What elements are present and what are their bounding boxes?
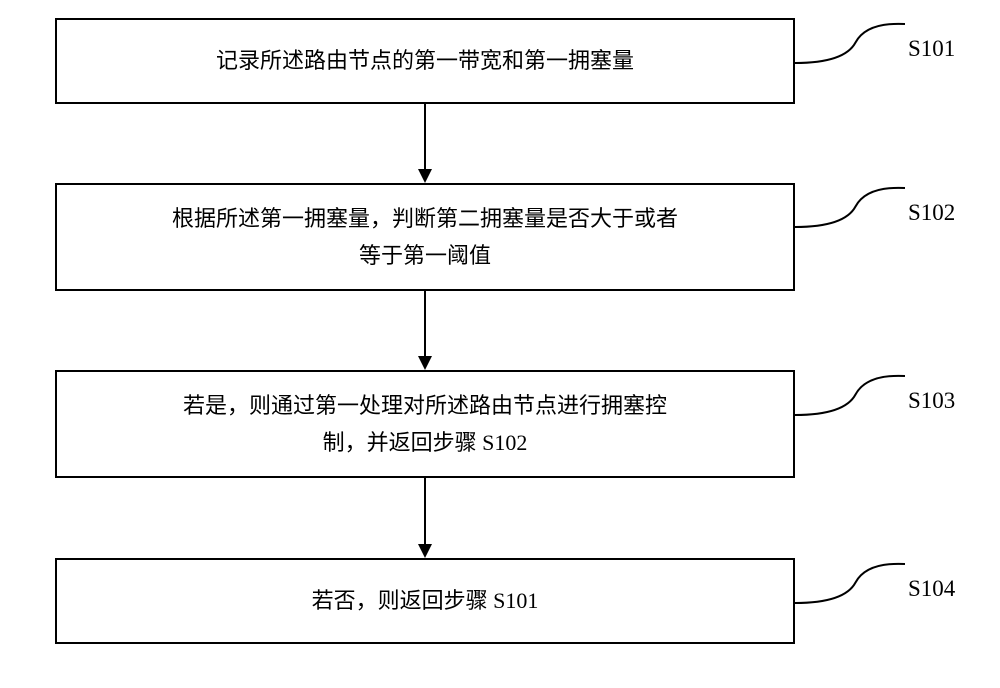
step-label-s101: S101 bbox=[908, 36, 955, 62]
arrow-head-icon bbox=[418, 169, 432, 183]
step-label-s103: S103 bbox=[908, 388, 955, 414]
arrow-line bbox=[424, 291, 426, 358]
flow-box-text: 根据所述第一拥塞量，判断第二拥塞量是否大于或者 等于第一阈值 bbox=[172, 200, 678, 275]
flow-box-s104: 若否，则返回步骤 S101 bbox=[55, 558, 795, 644]
flow-box-s103: 若是，则通过第一处理对所述路由节点进行拥塞控 制，并返回步骤 S102 bbox=[55, 370, 795, 478]
flow-box-s102: 根据所述第一拥塞量，判断第二拥塞量是否大于或者 等于第一阈值 bbox=[55, 183, 795, 291]
arrow-head-icon bbox=[418, 544, 432, 558]
callout-curve bbox=[795, 372, 905, 417]
flow-box-text: 若否，则返回步骤 S101 bbox=[312, 582, 539, 619]
arrow-line bbox=[424, 478, 426, 546]
flowchart-canvas: 记录所述路由节点的第一带宽和第一拥塞量根据所述第一拥塞量，判断第二拥塞量是否大于… bbox=[0, 0, 1000, 688]
arrow-line bbox=[424, 104, 426, 171]
callout-curve bbox=[795, 20, 905, 65]
callout-curve bbox=[795, 560, 905, 605]
flow-box-text: 若是，则通过第一处理对所述路由节点进行拥塞控 制，并返回步骤 S102 bbox=[183, 387, 667, 462]
arrow-head-icon bbox=[418, 356, 432, 370]
callout-curve bbox=[795, 184, 905, 229]
step-label-s102: S102 bbox=[908, 200, 955, 226]
step-label-s104: S104 bbox=[908, 576, 955, 602]
flow-box-s101: 记录所述路由节点的第一带宽和第一拥塞量 bbox=[55, 18, 795, 104]
flow-box-text: 记录所述路由节点的第一带宽和第一拥塞量 bbox=[216, 42, 634, 79]
